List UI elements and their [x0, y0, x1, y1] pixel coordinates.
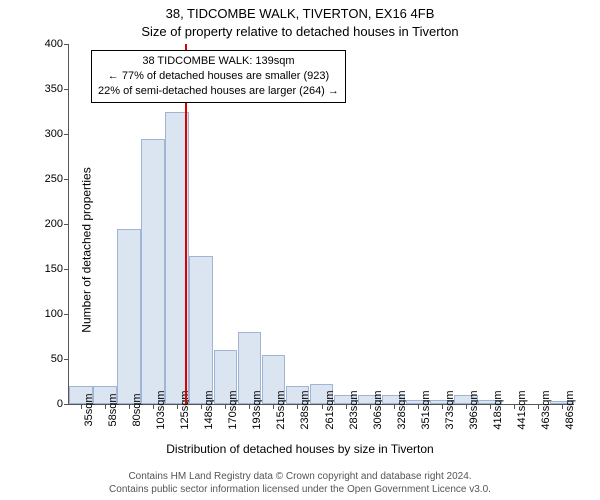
x-tick: 441sqm: [514, 390, 528, 429]
y-tick: 150: [45, 263, 63, 275]
histogram-bar: [189, 256, 213, 405]
x-tick: 396sqm: [466, 390, 480, 429]
x-tick: 486sqm: [562, 390, 576, 429]
callout-line3: 22% of semi-detached houses are larger (…: [98, 84, 339, 99]
callout-line1: 38 TIDCOMBE WALK: 139sqm: [98, 54, 339, 69]
callout-line2: ← 77% of detached houses are smaller (92…: [98, 69, 339, 84]
x-axis-label: Distribution of detached houses by size …: [0, 442, 600, 456]
reference-callout: 38 TIDCOMBE WALK: 139sqm ← 77% of detach…: [91, 50, 346, 103]
histogram-plot: 05010015020025030035040035sqm58sqm80sqm1…: [68, 44, 574, 405]
y-tick: 400: [45, 38, 63, 50]
footer-line2: Contains public sector information licen…: [0, 483, 600, 496]
x-tick: 351sqm: [418, 390, 432, 429]
y-tick: 0: [57, 398, 63, 410]
x-tick: 328sqm: [394, 390, 408, 429]
y-tick: 200: [45, 218, 63, 230]
x-tick: 463sqm: [538, 390, 552, 429]
y-tick: 100: [45, 308, 63, 320]
histogram-bar: [117, 229, 141, 405]
histogram-bar: [141, 139, 165, 405]
y-tick: 350: [45, 83, 63, 95]
y-tick: 250: [45, 173, 63, 185]
y-tick: 50: [51, 353, 63, 365]
footer-line1: Contains HM Land Registry data © Crown c…: [0, 470, 600, 483]
footer-attribution: Contains HM Land Registry data © Crown c…: [0, 470, 600, 496]
page-title-line1: 38, TIDCOMBE WALK, TIVERTON, EX16 4FB: [0, 6, 600, 21]
y-tick: 300: [45, 128, 63, 140]
x-tick: 418sqm: [490, 390, 504, 429]
page-title-line2: Size of property relative to detached ho…: [0, 24, 600, 39]
